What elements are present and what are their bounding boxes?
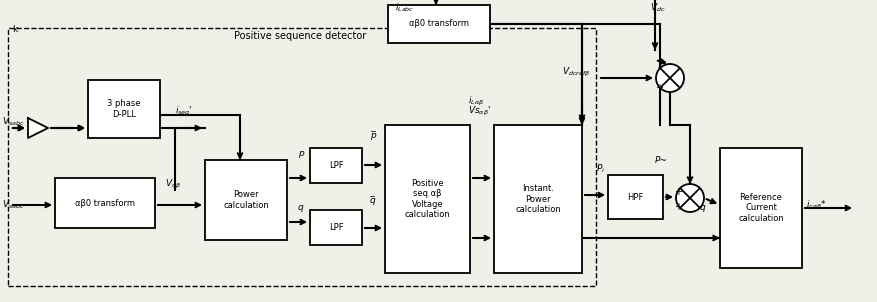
Text: αβ0 transform: αβ0 transform	[409, 20, 468, 28]
Text: V$_{sabc}$: V$_{sabc}$	[2, 199, 25, 211]
Text: q: q	[297, 203, 303, 212]
Text: p̅: p̅	[369, 131, 375, 140]
Bar	[88, 80, 160, 138]
Text: +: +	[674, 202, 681, 212]
Text: V$_{dcref\beta}$: V$_{dcref\beta}$	[561, 66, 589, 79]
Text: P$_i$: P$_i$	[595, 162, 604, 175]
Text: Instant.
Power
calculation: Instant. Power calculation	[515, 184, 560, 214]
Bar	[8, 28, 595, 286]
Bar	[607, 175, 662, 219]
Bar	[719, 148, 801, 268]
Text: i$_{seq}$': i$_{seq}$'	[175, 105, 192, 118]
Bar	[310, 148, 361, 183]
Text: Power
calculation: Power calculation	[223, 190, 268, 210]
Bar	[204, 160, 287, 240]
Text: P~: P~	[654, 156, 667, 165]
Text: Vs$_{\alpha\beta}$': Vs$_{\alpha\beta}$'	[467, 105, 490, 118]
Circle shape	[675, 184, 703, 212]
Text: V$_{dc}$: V$_{dc}$	[649, 2, 665, 14]
Text: Reference
Current
calculation: Reference Current calculation	[738, 193, 783, 223]
Bar	[384, 125, 469, 273]
Text: αβ0 transform: αβ0 transform	[75, 198, 135, 207]
Circle shape	[655, 64, 683, 92]
Text: q: q	[699, 203, 705, 212]
Bar	[55, 178, 155, 228]
Text: +: +	[674, 187, 681, 197]
Text: V$_{sabc}$: V$_{sabc}$	[2, 116, 25, 128]
Text: -: -	[657, 62, 660, 72]
Text: Positive sequence detector: Positive sequence detector	[233, 31, 366, 41]
Text: LPF: LPF	[328, 161, 343, 170]
Text: LPF: LPF	[328, 223, 343, 232]
Bar	[388, 5, 489, 43]
Text: q̅: q̅	[369, 196, 375, 205]
Text: V$_{\alpha\beta}$: V$_{\alpha\beta}$	[165, 178, 181, 191]
Bar	[310, 210, 361, 245]
Text: p: p	[297, 149, 303, 158]
Polygon shape	[28, 118, 48, 138]
Text: Positive
seq αβ
Voltage
calculation: Positive seq αβ Voltage calculation	[404, 179, 450, 219]
Text: i$_{c\alpha\beta}$*: i$_{c\alpha\beta}$*	[805, 198, 826, 211]
Text: i$_{Labc}$: i$_{Labc}$	[395, 2, 414, 14]
Text: i$_{L\alpha\beta}$: i$_{L\alpha\beta}$	[467, 95, 483, 108]
Text: HPF: HPF	[626, 192, 643, 201]
Text: 3 phase
D-PLL: 3 phase D-PLL	[107, 99, 140, 119]
Text: +: +	[654, 83, 662, 93]
Text: k: k	[12, 25, 18, 34]
Bar	[494, 125, 581, 273]
